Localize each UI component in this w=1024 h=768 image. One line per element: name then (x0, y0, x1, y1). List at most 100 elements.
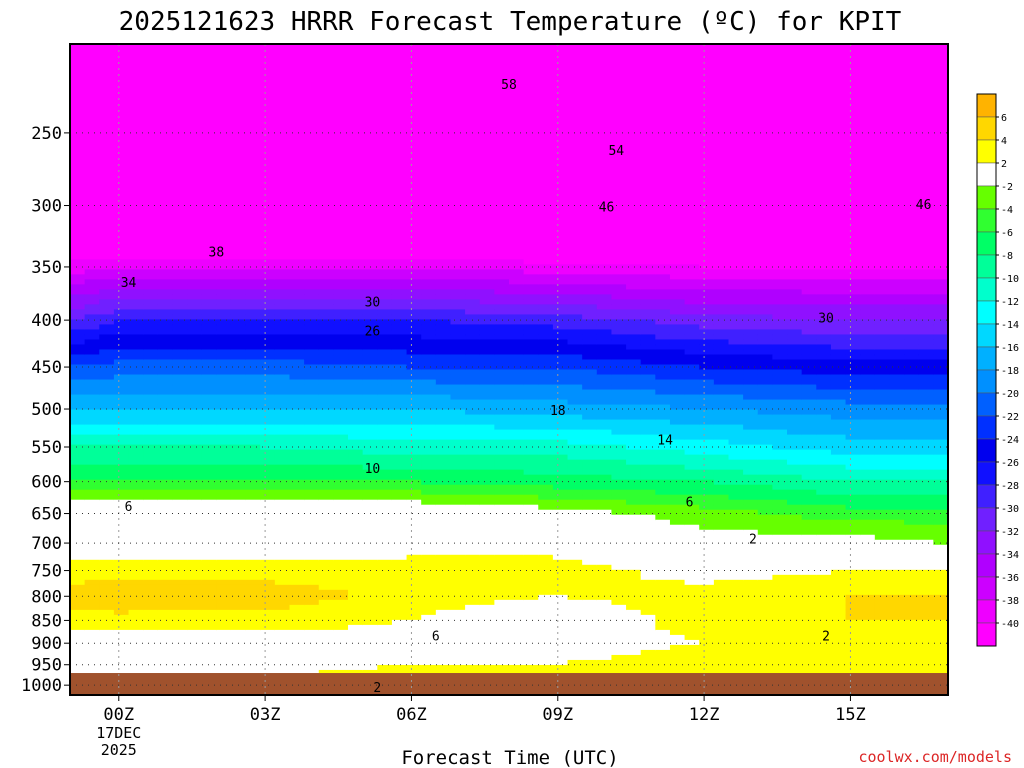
field-cell (465, 214, 481, 220)
field-cell (391, 174, 408, 180)
field-cell (348, 264, 364, 270)
field-cell (435, 329, 452, 336)
field-cell (494, 609, 510, 616)
field-cell (128, 519, 144, 526)
field-cell (523, 549, 539, 556)
field-cell (333, 514, 349, 521)
field-cell (318, 534, 334, 541)
field-cell (318, 279, 334, 285)
field-cell (187, 649, 203, 656)
field-cell (538, 564, 554, 571)
field-cell (523, 194, 539, 200)
field-cell (99, 219, 115, 225)
field-cell (318, 349, 334, 356)
field-cell (113, 209, 130, 215)
field-cell (99, 609, 115, 616)
field-cell (523, 564, 539, 571)
field-cell (479, 539, 495, 546)
field-cell (245, 459, 261, 466)
field-cell (509, 94, 525, 100)
field-cell (523, 514, 539, 521)
field-cell (318, 649, 334, 656)
field-cell (143, 44, 159, 50)
field-cell (230, 359, 247, 366)
field-cell (333, 219, 349, 225)
field-cell (494, 234, 510, 240)
field-cell (421, 419, 437, 426)
field-cell (494, 184, 510, 190)
field-cell (538, 604, 554, 611)
field-cell (157, 249, 174, 255)
field-cell (450, 659, 466, 666)
field-cell (611, 584, 627, 591)
field-cell (596, 214, 613, 220)
field-cell (465, 654, 481, 661)
field-cell (611, 144, 627, 150)
field-cell (582, 119, 598, 125)
field-cell (201, 614, 217, 621)
field-cell (435, 439, 452, 446)
field-cell (216, 149, 232, 155)
field-cell (201, 114, 217, 120)
field-cell (318, 224, 334, 230)
field-cell (538, 44, 554, 50)
field-cell (216, 199, 232, 205)
field-cell (113, 199, 130, 205)
field-cell (143, 319, 159, 326)
field-cell (450, 649, 466, 656)
field-cell (626, 54, 642, 60)
field-cell (260, 49, 276, 55)
field-cell (84, 139, 100, 145)
field-cell (626, 309, 642, 316)
field-cell (333, 444, 349, 451)
field-cell (611, 249, 627, 255)
field-cell (260, 354, 276, 361)
field-cell (596, 74, 613, 80)
field-cell (479, 499, 495, 506)
field-cell (582, 249, 598, 255)
field-cell (143, 479, 159, 486)
field-cell (187, 574, 203, 581)
field-cell (84, 524, 100, 531)
field-cell (304, 554, 320, 561)
field-cell (304, 384, 320, 391)
field-cell (274, 554, 291, 561)
field-cell (567, 234, 583, 240)
field-cell (348, 269, 364, 275)
field-cell (377, 204, 393, 210)
field-cell (435, 369, 452, 376)
field-cell (421, 294, 437, 300)
field-cell (84, 129, 100, 135)
field-cell (435, 224, 452, 230)
field-cell (113, 514, 130, 521)
field-cell (84, 269, 100, 275)
field-cell (596, 44, 613, 50)
field-cell (348, 524, 364, 531)
field-cell (450, 539, 466, 546)
field-cell (99, 169, 115, 175)
field-cell (406, 629, 422, 636)
field-cell (582, 264, 598, 270)
field-cell (596, 164, 613, 170)
field-cell (318, 424, 334, 431)
field-cell (450, 474, 466, 481)
field-cell (333, 89, 349, 95)
field-cell (391, 414, 408, 421)
field-cell (318, 139, 334, 145)
field-cell (157, 529, 174, 536)
field-cell (99, 84, 115, 90)
field-cell (201, 324, 217, 331)
field-cell (274, 114, 291, 120)
field-cell (99, 324, 115, 331)
field-cell (289, 69, 305, 75)
field-cell (318, 524, 334, 531)
field-cell (157, 149, 174, 155)
field-cell (348, 534, 364, 541)
field-cell (84, 209, 100, 215)
field-cell (99, 659, 115, 666)
field-cell (84, 504, 100, 511)
field-cell (187, 44, 203, 50)
field-cell (465, 374, 481, 381)
field-cell (348, 104, 364, 110)
field-cell (172, 619, 188, 626)
